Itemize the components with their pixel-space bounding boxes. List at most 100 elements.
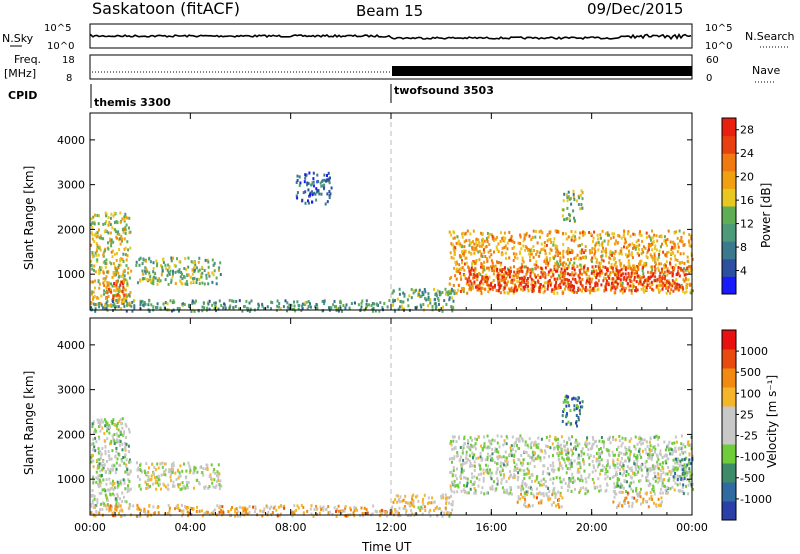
heatmap-cell: [114, 497, 117, 501]
heatmap-cell: [581, 284, 584, 288]
heatmap-cell: [138, 263, 141, 267]
heatmap-cell: [413, 505, 416, 509]
heatmap-cell: [501, 246, 504, 250]
heatmap-cell: [493, 285, 496, 289]
heatmap-cell: [478, 244, 481, 248]
heatmap-cell: [497, 457, 500, 461]
heatmap-cell: [449, 277, 452, 280]
heatmap-cell: [482, 237, 484, 241]
heatmap-cell: [562, 271, 564, 275]
heatmap-cell: [120, 275, 123, 278]
heatmap-cell: [481, 457, 484, 461]
heatmap-cell: [579, 489, 582, 492]
heatmap-cell: [327, 505, 330, 509]
heatmap-cell: [505, 464, 507, 468]
heatmap-cell: [213, 301, 216, 305]
heatmap-cell: [344, 505, 347, 509]
heatmap-cell: [483, 278, 486, 282]
heatmap-cell: [202, 301, 205, 305]
heatmap-cell: [563, 192, 566, 196]
heatmap-cell: [185, 280, 188, 284]
heatmap-cell: [514, 474, 517, 478]
heatmap-cell: [452, 466, 455, 470]
heatmap-cell: [629, 475, 632, 479]
heatmap-cell: [512, 289, 515, 293]
heatmap-cell: [670, 265, 673, 269]
heatmap-cell: [505, 442, 508, 446]
heatmap-cell: [91, 499, 94, 503]
heatmap-cell: [94, 303, 97, 307]
heatmap-cell: [621, 456, 623, 460]
heatmap-cell: [145, 267, 148, 271]
heatmap-cell: [649, 491, 652, 495]
heatmap-cell: [484, 279, 487, 283]
heatmap-cell: [101, 501, 104, 505]
heatmap-cell: [565, 453, 568, 456]
heatmap-cell: [616, 477, 619, 480]
heatmap-cell: [455, 467, 458, 471]
heatmap-cell: [581, 447, 584, 451]
heatmap-cell: [487, 286, 490, 290]
heatmap-cell: [450, 440, 452, 443]
heatmap-cell: [602, 445, 605, 449]
heatmap-cell: [397, 514, 400, 518]
heatmap-cell: [640, 468, 643, 472]
heatmap-cell: [95, 253, 98, 257]
heatmap-cell: [587, 475, 590, 479]
heatmap-cell: [246, 507, 249, 511]
heatmap-cell: [105, 229, 108, 233]
heatmap-cell: [457, 239, 460, 243]
heatmap-cell: [417, 499, 420, 503]
heatmap-cell: [149, 279, 152, 283]
heatmap-cell: [494, 447, 497, 451]
heatmap-cell: [487, 464, 490, 468]
heatmap-cell: [505, 480, 508, 483]
heatmap-cell: [459, 481, 461, 485]
heatmap-cell: [121, 298, 124, 302]
heatmap-cell: [472, 268, 475, 272]
heatmap-cell: [576, 470, 579, 474]
heatmap-cell: [602, 442, 605, 446]
heatmap-cell: [121, 237, 124, 241]
heatmap-cell: [517, 497, 520, 501]
heatmap-cell: [486, 259, 489, 263]
heatmap-cell: [231, 299, 233, 303]
heatmap-cell: [453, 253, 456, 257]
heatmap-cell: [643, 280, 646, 284]
heatmap-cell: [453, 457, 456, 461]
heatmap-cell: [496, 441, 499, 445]
heatmap-cell: [429, 514, 432, 518]
heatmap-cell: [650, 275, 652, 279]
heatmap-cell: [530, 252, 533, 256]
heatmap-cell: [660, 496, 663, 500]
heatmap-cell: [668, 285, 671, 289]
heatmap-cell: [636, 442, 639, 446]
heatmap-cell: [208, 307, 211, 311]
heatmap-cell: [216, 480, 219, 484]
heatmap-cell: [106, 270, 109, 274]
heatmap-cell: [391, 505, 394, 509]
heatmap-cell: [142, 257, 145, 261]
heatmap-cell: [627, 284, 630, 288]
heatmap-cell: [627, 252, 630, 256]
heatmap-cell: [220, 304, 223, 307]
heatmap-cell: [579, 401, 581, 405]
heatmap-cell: [496, 455, 499, 459]
heatmap-cell: [212, 485, 215, 489]
heatmap-cell: [644, 492, 647, 496]
heatmap-cell: [167, 487, 170, 491]
heatmap-cell: [625, 496, 628, 500]
heatmap-cell: [472, 482, 475, 486]
heatmap-cell: [600, 236, 602, 240]
heatmap-cell: [206, 467, 209, 471]
heatmap-cell: [654, 447, 657, 451]
heatmap-cell: [124, 212, 127, 216]
heatmap-cell: [481, 255, 484, 258]
heatmap-cell: [486, 456, 489, 459]
heatmap-cell: [152, 267, 155, 270]
heatmap-cell: [429, 301, 432, 305]
heatmap-cell: [470, 283, 473, 287]
heatmap-cell: [567, 395, 570, 399]
heatmap-cell: [508, 476, 511, 480]
heatmap-cell: [92, 448, 95, 452]
